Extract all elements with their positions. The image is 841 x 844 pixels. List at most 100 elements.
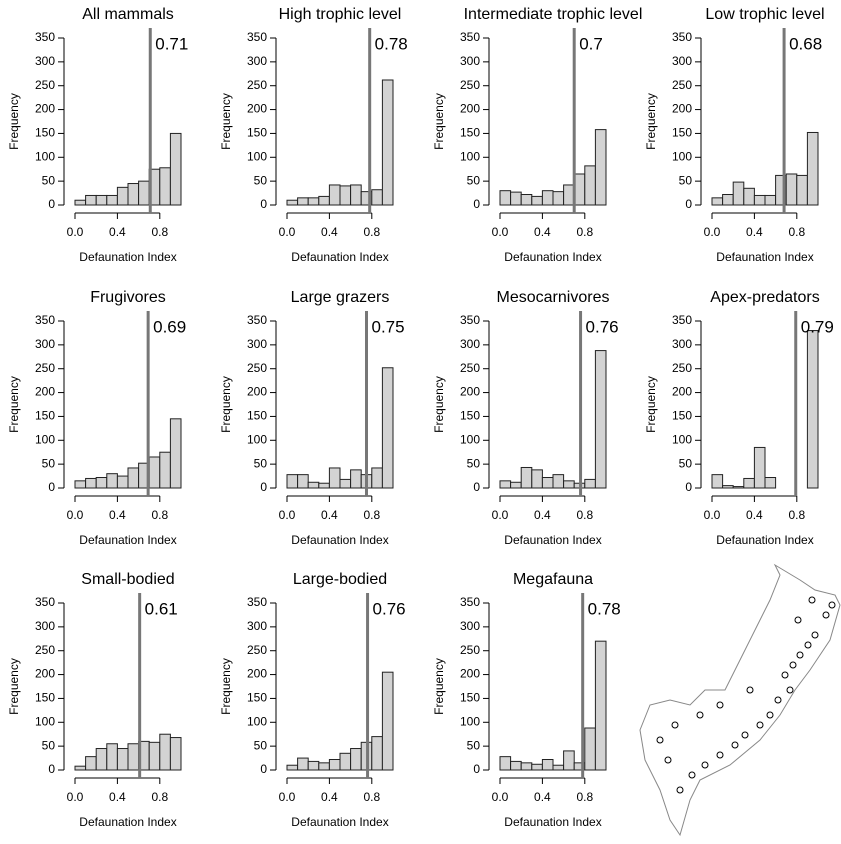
y-tick-label: 200 — [35, 385, 55, 399]
y-tick-label: 250 — [35, 643, 55, 657]
bar — [339, 185, 352, 206]
bar — [106, 743, 118, 771]
x-tick-label: 0.4 — [109, 508, 126, 522]
bar — [722, 194, 734, 206]
y-axis-label: Frequency — [644, 376, 658, 433]
bar — [764, 194, 777, 206]
x-tick-label: 0.4 — [534, 225, 551, 239]
panel: Intermediate trophic level 0 50 100 150 200 25… — [432, 6, 642, 264]
mean-label: 0.79 — [801, 317, 834, 336]
bar — [594, 640, 607, 771]
bar — [381, 79, 394, 206]
bar — [594, 129, 607, 206]
bar — [552, 474, 565, 489]
bar — [381, 367, 394, 489]
y-tick-label: 100 — [35, 432, 55, 446]
y-tick-label: 100 — [247, 714, 267, 728]
x-axis-label: Defaunation Index — [716, 533, 813, 547]
bar — [743, 187, 755, 206]
panel-title: High trophic level — [279, 6, 402, 23]
x-tick-label: 0.4 — [321, 508, 338, 522]
bar — [563, 184, 575, 206]
bar — [806, 330, 819, 489]
panel: Large-bodied 0 50 100 150 200 250 300 350 Frequen… — [219, 571, 405, 829]
y-tick-label: 300 — [460, 54, 480, 68]
y-tick-label: 100 — [247, 432, 267, 446]
y-tick-label: 150 — [460, 691, 480, 705]
panel-title: Large-bodied — [293, 571, 387, 588]
x-tick-label: 0.0 — [67, 508, 84, 522]
x-axis-label: Defaunation Index — [291, 815, 388, 829]
y-tick-label: 0 — [473, 480, 480, 494]
y-tick-label: 0 — [685, 480, 692, 494]
panel-title: Frugivores — [90, 289, 166, 306]
y-tick-label: 200 — [247, 385, 267, 399]
x-axis-label: Defaunation Index — [79, 815, 176, 829]
y-tick-label: 100 — [460, 432, 480, 446]
bar — [520, 194, 533, 206]
x-tick-label: 0.4 — [534, 790, 551, 804]
y-tick-label: 50 — [42, 456, 56, 470]
y-tick-label: 250 — [35, 78, 55, 92]
bar — [371, 189, 383, 206]
y-tick-label: 150 — [672, 409, 692, 423]
bar — [499, 190, 512, 206]
y-tick-label: 300 — [247, 619, 267, 633]
bar — [159, 167, 171, 206]
mean-label: 0.78 — [588, 599, 621, 618]
bar — [106, 194, 118, 206]
x-tick-label: 0.4 — [534, 508, 551, 522]
x-tick-label: 0.0 — [704, 508, 721, 522]
bar — [339, 752, 352, 771]
x-axis-label: Defaunation Index — [716, 250, 813, 264]
panel-title: Large grazers — [291, 289, 390, 306]
bar — [371, 736, 383, 771]
bar — [573, 173, 586, 206]
bar — [328, 467, 341, 489]
bar — [148, 456, 161, 489]
x-tick-label: 0.0 — [67, 225, 84, 239]
bar — [732, 486, 745, 489]
mean-label: 0.7 — [579, 34, 603, 53]
bar — [510, 481, 522, 489]
panel: High trophic level 0 50 100 150 200 250 300 350 F… — [219, 6, 408, 264]
y-tick-label: 300 — [247, 54, 267, 68]
x-tick-label: 0.4 — [109, 790, 126, 804]
x-tick-label: 0.0 — [492, 790, 509, 804]
y-tick-label: 50 — [467, 738, 481, 752]
bar — [328, 184, 341, 206]
y-tick-label: 0 — [260, 762, 267, 776]
y-tick-label: 250 — [247, 78, 267, 92]
y-tick-label: 250 — [247, 361, 267, 375]
bar — [499, 756, 512, 771]
x-axis-label: Defaunation Index — [504, 250, 601, 264]
bar — [541, 759, 554, 771]
y-tick-label: 0 — [260, 197, 267, 211]
y-tick-label: 0 — [473, 197, 480, 211]
bar — [785, 173, 798, 206]
panel-title: Small-bodied — [81, 571, 174, 588]
y-axis-label: Frequency — [219, 93, 233, 150]
panel: Mesocarnivores 0 50 100 150 200 250 300 350 Frequ… — [432, 289, 618, 547]
mean-label: 0.75 — [372, 317, 405, 336]
x-tick-label: 0.4 — [746, 508, 763, 522]
panel-title: Apex-predators — [710, 289, 819, 306]
bar — [371, 467, 383, 489]
x-tick-label: 0.8 — [576, 790, 593, 804]
y-tick-label: 350 — [247, 30, 267, 44]
y-tick-label: 100 — [460, 149, 480, 163]
bar — [297, 474, 309, 489]
bar — [732, 181, 745, 206]
bar — [74, 765, 87, 771]
y-tick-label: 150 — [247, 126, 267, 140]
bar — [95, 748, 108, 771]
y-tick-label: 350 — [460, 30, 480, 44]
y-tick-label: 0 — [260, 480, 267, 494]
y-axis-label: Frequency — [432, 93, 446, 150]
bar — [350, 469, 362, 489]
bar — [307, 197, 320, 206]
bar — [584, 727, 596, 771]
bar — [350, 748, 362, 771]
x-tick-label: 0.8 — [363, 225, 380, 239]
x-tick-label: 0.0 — [492, 225, 509, 239]
